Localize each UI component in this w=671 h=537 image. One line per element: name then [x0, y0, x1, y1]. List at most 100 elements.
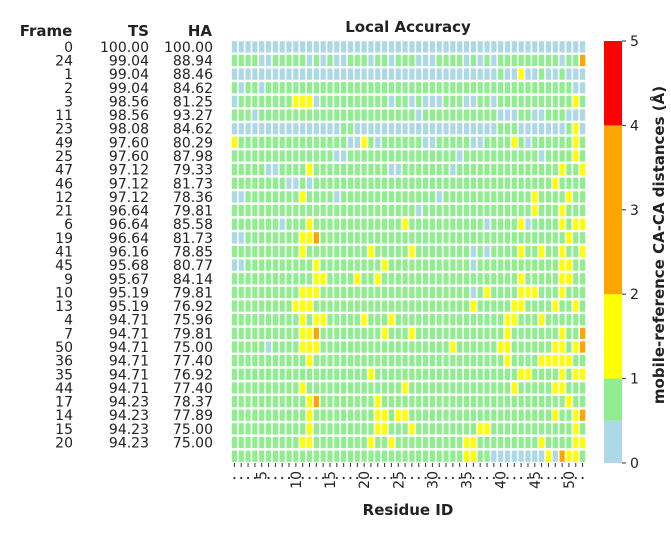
heatmap-cell: [252, 164, 258, 176]
heatmap-cell: [416, 164, 422, 176]
x-tick-dot: [520, 476, 523, 480]
heatmap-cell: [279, 300, 285, 312]
heatmap-cell: [539, 245, 545, 258]
heatmap-cell: [334, 82, 340, 94]
heatmap-cell: [368, 259, 374, 271]
heatmap-cell: [259, 327, 265, 339]
heatmap-cell: [422, 177, 429, 189]
heatmap-cell: [368, 177, 374, 189]
heatmap-cell: [511, 232, 517, 244]
heatmap-cell: [327, 82, 333, 94]
heatmap-cell: [409, 395, 415, 408]
heatmap-cell: [484, 204, 490, 217]
heatmap-cell: [306, 150, 313, 162]
heatmap-cell: [457, 150, 463, 162]
heatmap-cell: [238, 382, 244, 394]
heatmap-cell: [429, 123, 436, 135]
heatmap-cell: [327, 41, 333, 53]
heatmap-cell: [573, 327, 579, 339]
heatmap-cell: [334, 409, 340, 421]
x-axis: 5 10 15 20 25 30 35 40 45 50: [233, 463, 584, 489]
heatmap-cell: [457, 41, 463, 53]
heatmap-cell: [272, 341, 278, 353]
heatmap-cell: [422, 41, 429, 53]
heatmap-cell: [279, 423, 285, 435]
heatmap-cell: [388, 382, 395, 394]
heatmap-cell: [422, 136, 429, 148]
heatmap-cell: [477, 436, 483, 449]
heatmap-cell: [238, 95, 244, 108]
heatmap-cell: [545, 191, 552, 203]
heatmap-cell: [552, 409, 558, 421]
heatmap-cell: [381, 41, 388, 53]
heatmap-cell: [402, 123, 408, 135]
heatmap-cell: [498, 68, 504, 80]
heatmap-cell: [231, 245, 238, 258]
heatmap-cell: [559, 286, 565, 299]
heatmap-cell: [463, 218, 470, 230]
heatmap-cell: [231, 177, 238, 189]
heatmap-cell: [395, 54, 401, 67]
heatmap-cell: [552, 54, 558, 67]
heatmap-cell: [491, 123, 497, 135]
heatmap-cell: [436, 355, 442, 367]
heatmap-cell: [272, 273, 278, 285]
chart-title: Local Accuracy: [345, 18, 471, 36]
heatmap-cell: [477, 368, 483, 380]
heatmap-cell: [347, 382, 354, 394]
heatmap-cell: [334, 41, 340, 53]
heatmap-cell: [265, 136, 272, 148]
heatmap-cell: [511, 300, 517, 312]
heatmap-cell: [252, 218, 258, 230]
heatmap-cell: [300, 355, 306, 367]
heatmap-cell: [566, 436, 572, 449]
heatmap-cell: [457, 204, 463, 217]
heatmap-cell: [484, 109, 490, 121]
heatmap-cell: [518, 95, 524, 108]
heatmap-cell: [545, 150, 552, 162]
heatmap-cell: [579, 314, 586, 326]
heatmap-cell: [341, 232, 347, 244]
heatmap-cell: [566, 355, 572, 367]
heatmap-cell: [477, 232, 483, 244]
heatmap-cell: [293, 368, 299, 380]
heatmap-cell: [354, 273, 360, 285]
heatmap-cell: [238, 68, 244, 80]
heatmap-cell: [566, 82, 572, 94]
heatmap-cell: [463, 314, 470, 326]
heatmap-cell: [286, 382, 292, 394]
heatmap-cell: [470, 191, 476, 203]
heatmap-cell: [511, 355, 517, 367]
heatmap-cell: [293, 204, 299, 217]
heatmap-cell: [252, 41, 258, 53]
heatmap-cell: [579, 41, 586, 53]
heatmap-cell: [306, 273, 313, 285]
heatmap-cell: [395, 409, 401, 421]
heatmap-cell: [477, 286, 483, 299]
ha-cell: 77.40: [173, 381, 213, 397]
heatmap-cell: [402, 341, 408, 353]
heatmap-cell: [566, 68, 572, 80]
heatmap-cell: [361, 232, 367, 244]
heatmap-cell: [463, 395, 470, 408]
heatmap-cell: [341, 327, 347, 339]
heatmap-cell: [347, 423, 354, 435]
heatmap-cell: [245, 68, 251, 80]
heatmap-cell: [525, 136, 531, 148]
x-tick-dot: [574, 476, 577, 480]
heatmap-cell: [545, 95, 552, 108]
frame-cell: 17: [55, 395, 73, 411]
heatmap-cell: [347, 314, 354, 326]
heatmap-cell: [347, 245, 354, 258]
heatmap-cell: [265, 164, 272, 176]
heatmap-cell: [238, 232, 244, 244]
heatmap-cell: [375, 341, 381, 353]
heatmap-cell: [272, 382, 278, 394]
heatmap-cell: [368, 95, 374, 108]
frame-cell: 11: [55, 108, 73, 124]
heatmap-cell: [477, 382, 483, 394]
heatmap-cell: [470, 245, 476, 258]
heatmap-cell: [341, 136, 347, 148]
heatmap-cell: [245, 259, 251, 271]
heatmap-cell: [416, 355, 422, 367]
